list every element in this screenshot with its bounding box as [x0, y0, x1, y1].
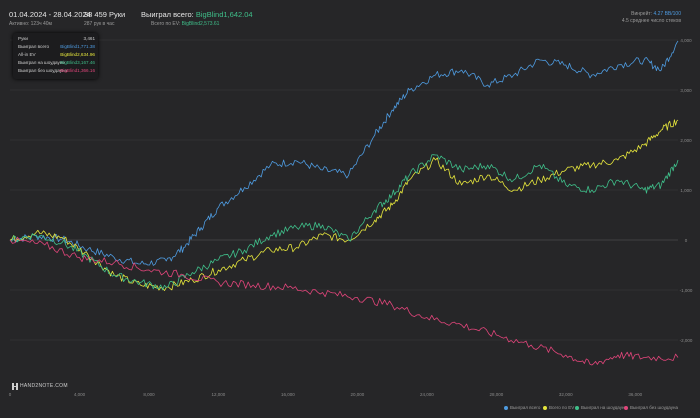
tooltip-row-hands: Руки 3,461 — [18, 36, 95, 44]
legend-item-won[interactable]: Выиграл всего — [504, 405, 540, 410]
tooltip-row-won: Выиграл всего BigBlind1,771.38 — [18, 44, 95, 52]
x-tick-label: 8,000 — [143, 392, 155, 397]
x-tick-label: 32,000 — [559, 392, 573, 397]
y-tick-label: 4,000 — [680, 38, 692, 43]
legend-item-showdown[interactable]: Выиграл на шоудауне — [575, 405, 627, 410]
y-tick-label: -2,000 — [680, 338, 693, 343]
x-tick-label: 36,000 — [628, 392, 642, 397]
total-ev-label: Всего по EV: — [151, 21, 181, 27]
hands-per-hour: 287 рук в час — [84, 21, 115, 27]
legend-swatch — [504, 405, 508, 410]
y-tick-label: 3,000 — [680, 88, 692, 93]
tooltip-value: 3,461 — [83, 36, 96, 41]
x-tick-label: 28,000 — [489, 392, 503, 397]
x-tick-label: 0 — [9, 392, 12, 397]
x-tick-label: 20,000 — [351, 392, 365, 397]
legend-item-ev[interactable]: Всего по EV — [543, 405, 574, 410]
series-line-2 — [9, 154, 679, 291]
tooltip-row-nonshowdown: Выиграл без шоудауна -BigBlind1,366.16 — [18, 68, 95, 76]
tooltip-row-showdown: Выиграл на шоудауне BigBlind3,167.46 — [18, 60, 95, 68]
tooltip-value: BigBlind2,634.96 — [60, 52, 95, 57]
legend-swatch — [624, 405, 628, 410]
legend-label: Выиграл всего — [510, 405, 541, 410]
tooltip-row-ev: All-in EV BigBlind2,634.96 — [18, 52, 95, 60]
total-won-label: Выиграл всего: — [141, 10, 194, 19]
tooltip-value: BigBlind3,167.46 — [60, 60, 95, 65]
legend-label: Выиграл без шоудауна — [630, 405, 678, 410]
tooltip-label: Выиграл всего — [18, 44, 50, 49]
tooltip-value: -BigBlind1,366.16 — [58, 68, 95, 73]
x-tick-label: 24,000 — [420, 392, 434, 397]
series-line-1 — [9, 119, 679, 292]
y-tick-label: 2,000 — [680, 138, 692, 143]
legend-item-nonshowdown[interactable]: Выиграл без шоудауна — [624, 405, 678, 410]
series-line-3 — [9, 236, 679, 366]
total-ev: Всего по EV: BigBlind2,573.61 — [151, 21, 219, 27]
winrate-value: 4.27 BB/100 — [653, 11, 681, 17]
date-range[interactable]: 01.04.2024 - 28.04.2024 — [9, 10, 91, 19]
brand-logo: HAND2NOTE.COM — [20, 383, 68, 389]
active-time: Активно: 123ч 40м — [9, 21, 52, 27]
logo-icon — [12, 383, 18, 390]
y-tick-label: 1,000 — [680, 188, 692, 193]
x-tick-label: 12,000 — [212, 392, 226, 397]
legend-label: Выиграл на шоудауне — [581, 405, 627, 410]
x-tick-label: 16,000 — [281, 392, 295, 397]
total-ev-value: BigBlind2,573.61 — [181, 21, 220, 27]
total-won-value: BigBlind1,642.04 — [195, 10, 253, 19]
hands-count: 38 459 Руки — [84, 10, 126, 19]
stack-stat: 4.5 среднее число стеков — [621, 18, 681, 24]
series-line-0 — [9, 40, 679, 266]
y-tick-label: -1,000 — [680, 288, 693, 293]
x-tick-label: 4,000 — [74, 392, 86, 397]
tooltip-label: Руки — [18, 36, 28, 41]
winrate-label: Винрейт: — [631, 11, 653, 17]
legend-swatch — [543, 405, 547, 410]
hover-tooltip: Руки 3,461 Выиграл всего BigBlind1,771.38 … — [13, 33, 98, 79]
tooltip-label: Выиграл без шоудауна — [18, 68, 67, 73]
legend-label: Всего по EV — [549, 405, 575, 410]
winrate: Винрейт: 4.27 BB/100 — [631, 11, 681, 17]
total-won: Выиграл всего: BigBlind1,642.04 — [141, 10, 253, 19]
tooltip-label: All-in EV — [18, 52, 36, 57]
tooltip-label: Выиграл на шоудауне — [18, 60, 65, 65]
legend-swatch — [575, 405, 579, 410]
y-tick-label: 0 — [685, 238, 688, 243]
tooltip-value: BigBlind1,771.38 — [60, 44, 95, 49]
